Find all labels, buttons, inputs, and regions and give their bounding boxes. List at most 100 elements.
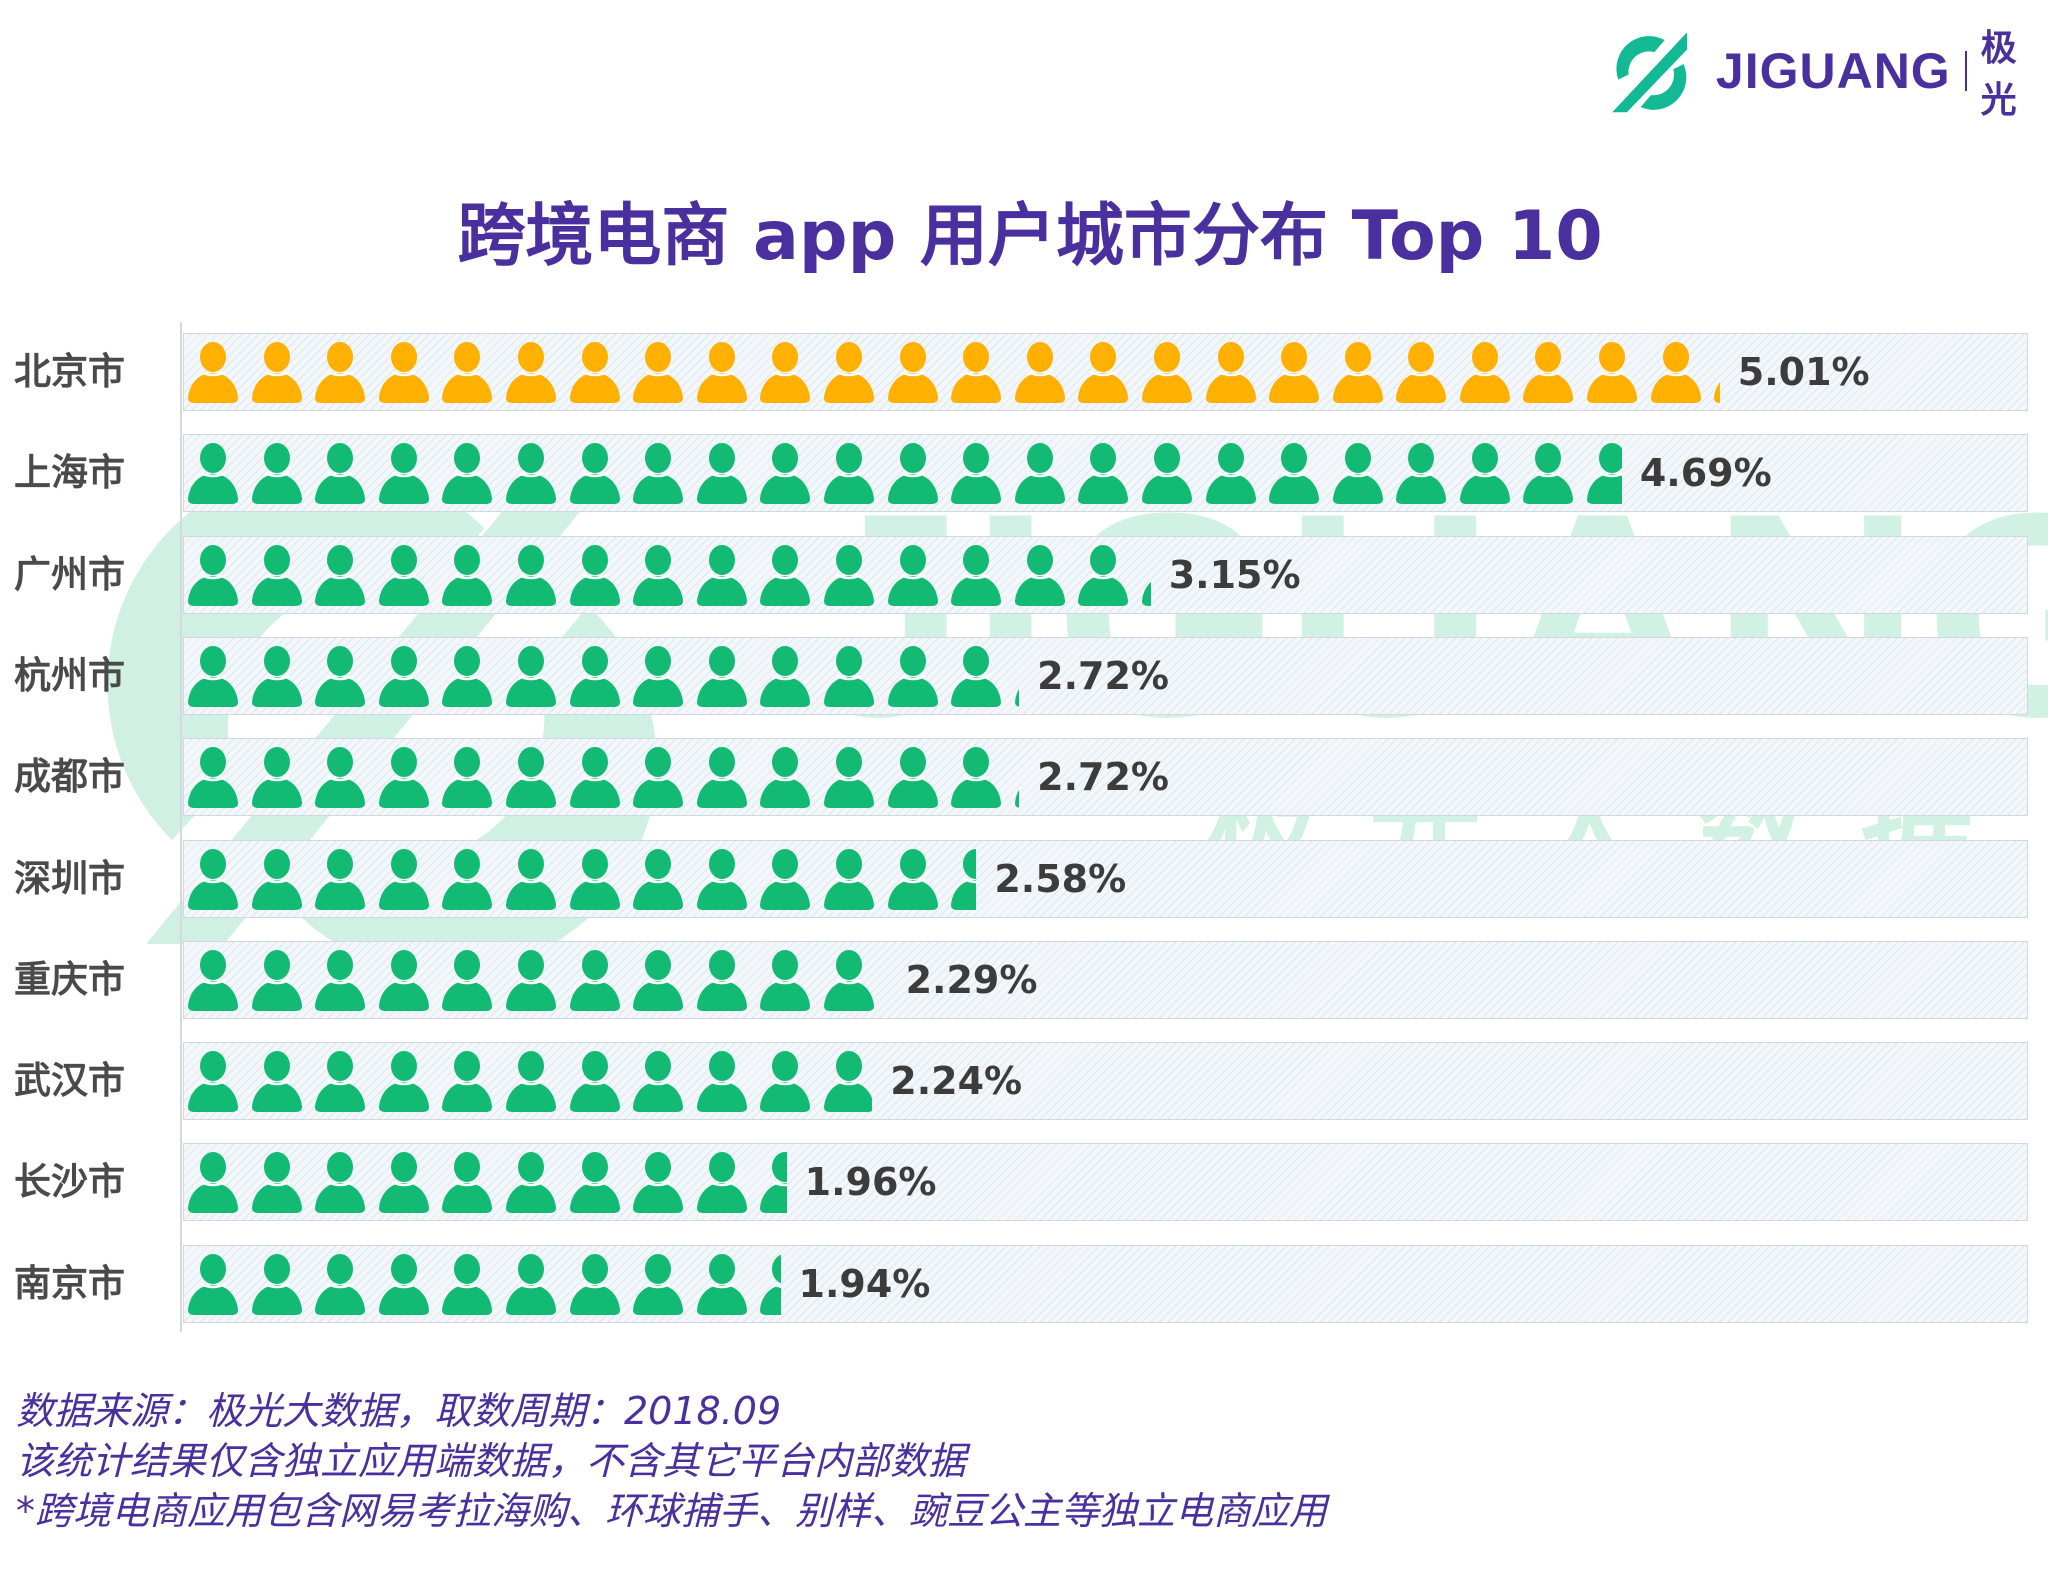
person-icon	[633, 645, 684, 707]
person-icon	[1014, 789, 1020, 808]
person-icon	[633, 747, 684, 809]
person-icon	[760, 342, 811, 403]
chart-title: 跨境电商 app 用户城市分布 Top 10	[457, 197, 1603, 276]
person-icon	[696, 848, 747, 910]
person-icon	[442, 848, 493, 910]
person-icon	[442, 544, 493, 606]
person-icon	[251, 645, 302, 707]
person-icon	[696, 747, 747, 809]
person-icon	[823, 848, 874, 910]
person-icon	[442, 1051, 493, 1113]
person-icon	[696, 645, 747, 707]
person-icon	[633, 848, 684, 910]
person-icon	[633, 1051, 684, 1113]
person-icon	[251, 544, 302, 606]
person-icon	[696, 342, 747, 403]
bar-pictogram	[187, 1152, 787, 1214]
jiguang-logo: JIGUANG 极光	[1606, 28, 2048, 121]
person-icon	[696, 1051, 747, 1113]
person-icon	[378, 544, 429, 606]
person-icon	[569, 1253, 620, 1315]
person-icon	[315, 443, 366, 505]
person-icon	[569, 645, 620, 707]
person-icon	[1269, 342, 1320, 403]
person-icon	[760, 645, 811, 707]
person-icon	[951, 544, 1002, 606]
person-icon	[442, 1253, 493, 1315]
person-icon	[760, 443, 811, 505]
person-icon	[251, 949, 302, 1011]
value-label: 2.72%	[1037, 755, 1169, 800]
person-icon	[951, 747, 1002, 809]
bar-pictogram	[187, 342, 1720, 404]
person-icon	[1523, 443, 1574, 505]
person-icon	[696, 544, 747, 606]
person-icon	[505, 949, 556, 1011]
footer-source: 数据来源：极光大数据，取数周期：2018.09	[16, 1389, 782, 1433]
person-icon	[1332, 443, 1383, 505]
person-icon	[442, 747, 493, 809]
person-icon	[378, 848, 429, 910]
person-icon	[1459, 443, 1510, 505]
value-label: 1.96%	[804, 1160, 937, 1205]
person-icon	[1269, 443, 1320, 505]
person-icon	[951, 342, 1002, 403]
person-icon	[1587, 342, 1638, 403]
person-icon	[188, 342, 238, 403]
person-icon	[823, 747, 874, 809]
person-icon	[315, 747, 366, 809]
person-icon	[378, 1051, 429, 1113]
person-icon	[1587, 443, 1622, 505]
watermark-brand: JIGUANG	[805, 453, 2048, 777]
person-icon	[1396, 342, 1447, 403]
person-icon	[760, 747, 811, 809]
person-icon	[887, 645, 938, 707]
person-icon	[887, 342, 938, 403]
person-icon	[378, 1253, 429, 1315]
person-icon	[887, 443, 938, 505]
person-icon	[823, 443, 874, 505]
person-icon	[760, 848, 811, 910]
person-icon	[1523, 342, 1574, 403]
person-icon	[569, 747, 620, 809]
bar-pictogram	[187, 848, 977, 911]
person-icon	[188, 1152, 238, 1214]
value-label: 2.58%	[994, 856, 1127, 901]
person-icon	[251, 848, 302, 910]
chart-row: 重庆市 2.29%	[0, 940, 2048, 1019]
person-icon	[1014, 544, 1065, 606]
person-icon	[251, 747, 302, 809]
person-icon	[378, 443, 429, 505]
chart-row: 深圳市 2.58%	[0, 839, 2048, 918]
person-icon	[505, 645, 556, 707]
person-icon	[887, 848, 938, 910]
person-icon	[951, 645, 1002, 707]
person-icon	[633, 544, 684, 606]
person-icon	[569, 342, 620, 403]
person-icon	[315, 645, 366, 707]
person-icon	[760, 949, 811, 1011]
person-icon	[1141, 443, 1192, 505]
category-label: 成都市	[14, 755, 125, 799]
category-label: 深圳市	[14, 856, 125, 900]
person-icon	[696, 949, 747, 1011]
person-icon	[505, 544, 556, 606]
person-icon	[378, 645, 429, 707]
person-icon	[188, 1051, 238, 1113]
person-icon	[887, 544, 938, 606]
person-icon	[505, 443, 556, 505]
person-icon	[442, 645, 493, 707]
person-icon	[378, 949, 429, 1011]
person-icon	[1141, 342, 1192, 403]
person-icon	[251, 443, 302, 505]
person-icon	[315, 544, 366, 606]
person-icon	[505, 342, 556, 403]
person-icon	[505, 1152, 556, 1214]
jiguang-logo-icon	[1612, 32, 1688, 113]
person-icon	[315, 949, 366, 1011]
person-icon	[823, 342, 874, 403]
value-label: 2.29%	[905, 957, 1038, 1002]
bar-pictogram	[187, 949, 888, 1012]
person-icon	[251, 1051, 302, 1113]
person-icon	[760, 1152, 787, 1214]
